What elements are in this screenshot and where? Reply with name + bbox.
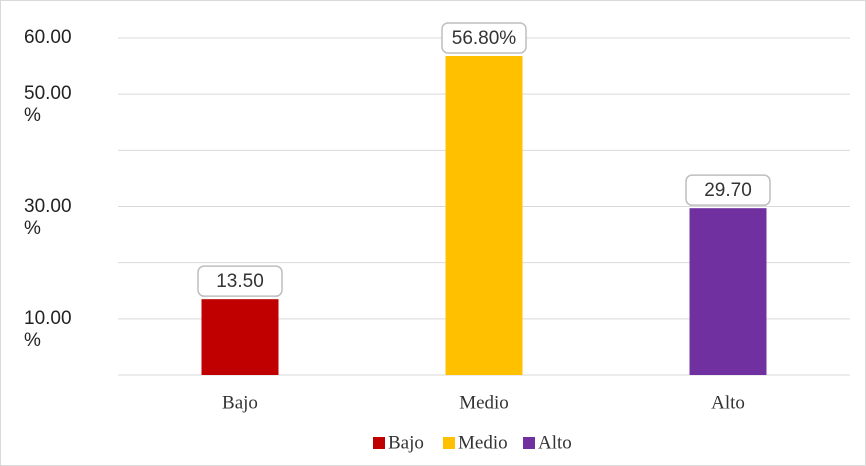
y-tick-label: 60.00 xyxy=(24,27,72,48)
bar xyxy=(445,55,523,376)
legend-label: Bajo xyxy=(388,432,424,453)
legend-swatch xyxy=(373,437,385,449)
x-tick-label: Bajo xyxy=(222,392,258,413)
data-label: 29.70 xyxy=(704,180,752,201)
y-tick-label: 30.00 % xyxy=(24,195,72,239)
legend-label: Alto xyxy=(538,432,572,453)
data-label: 56.80% xyxy=(452,28,517,49)
data-label-box xyxy=(685,174,771,206)
legend-swatch xyxy=(523,437,535,449)
legend-swatch xyxy=(443,437,455,449)
data-label-box xyxy=(441,22,527,54)
bar xyxy=(201,299,279,375)
x-tick-label: Medio xyxy=(459,392,509,413)
y-tick-label: 50.00 % xyxy=(24,83,72,127)
bar xyxy=(689,208,767,375)
y-tick-label: 10.00 % xyxy=(24,307,72,351)
legend-label: Medio xyxy=(458,432,508,453)
data-label-box xyxy=(197,265,283,297)
data-label: 13.50 xyxy=(216,271,264,292)
x-tick-label: Alto xyxy=(711,392,745,413)
